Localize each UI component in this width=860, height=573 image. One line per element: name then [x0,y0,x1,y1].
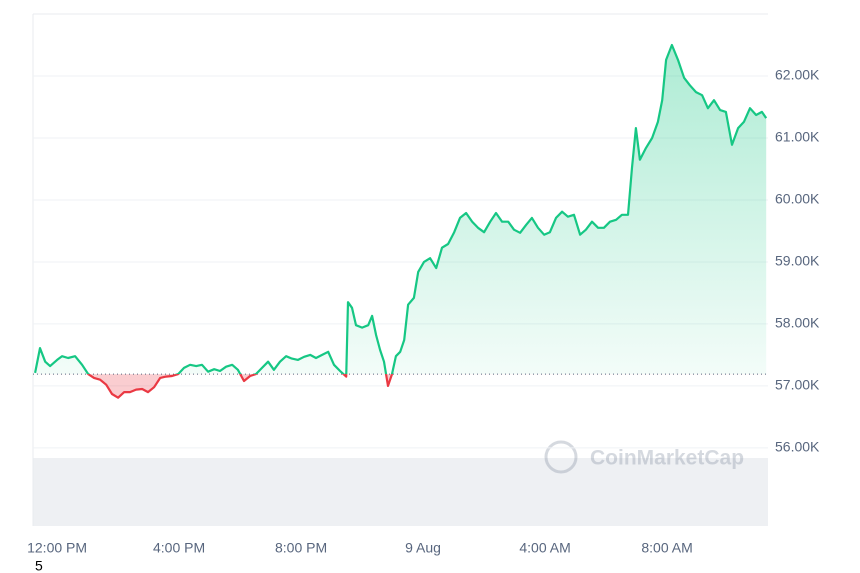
y-tick-label: 62.00K [775,67,820,83]
corner-note: 5 [35,558,43,573]
watermark: CoinMarketCap [544,440,744,474]
price-line [86,374,394,399]
y-tick-label: 60.00K [775,191,820,207]
y-tick-label: 56.00K [775,439,820,455]
y-tick-label: 58.00K [775,315,820,331]
x-tick-label: 9 Aug [405,540,441,556]
price-line [34,43,768,375]
y-tick-label: 57.00K [775,377,820,393]
volume-band [33,458,768,526]
x-tick-label: 8:00 AM [641,540,692,556]
area-above [35,45,767,375]
y-tick-label: 61.00K [775,129,820,145]
x-tick-label: 4:00 AM [519,540,570,556]
x-tick-label: 8:00 PM [275,540,327,556]
y-tick-label: 59.00K [775,253,820,269]
x-tick-label: 12:00 PM [27,540,87,556]
area-below [35,374,767,398]
watermark-text: CoinMarketCap [590,447,744,470]
x-tick-label: 4:00 PM [153,540,205,556]
